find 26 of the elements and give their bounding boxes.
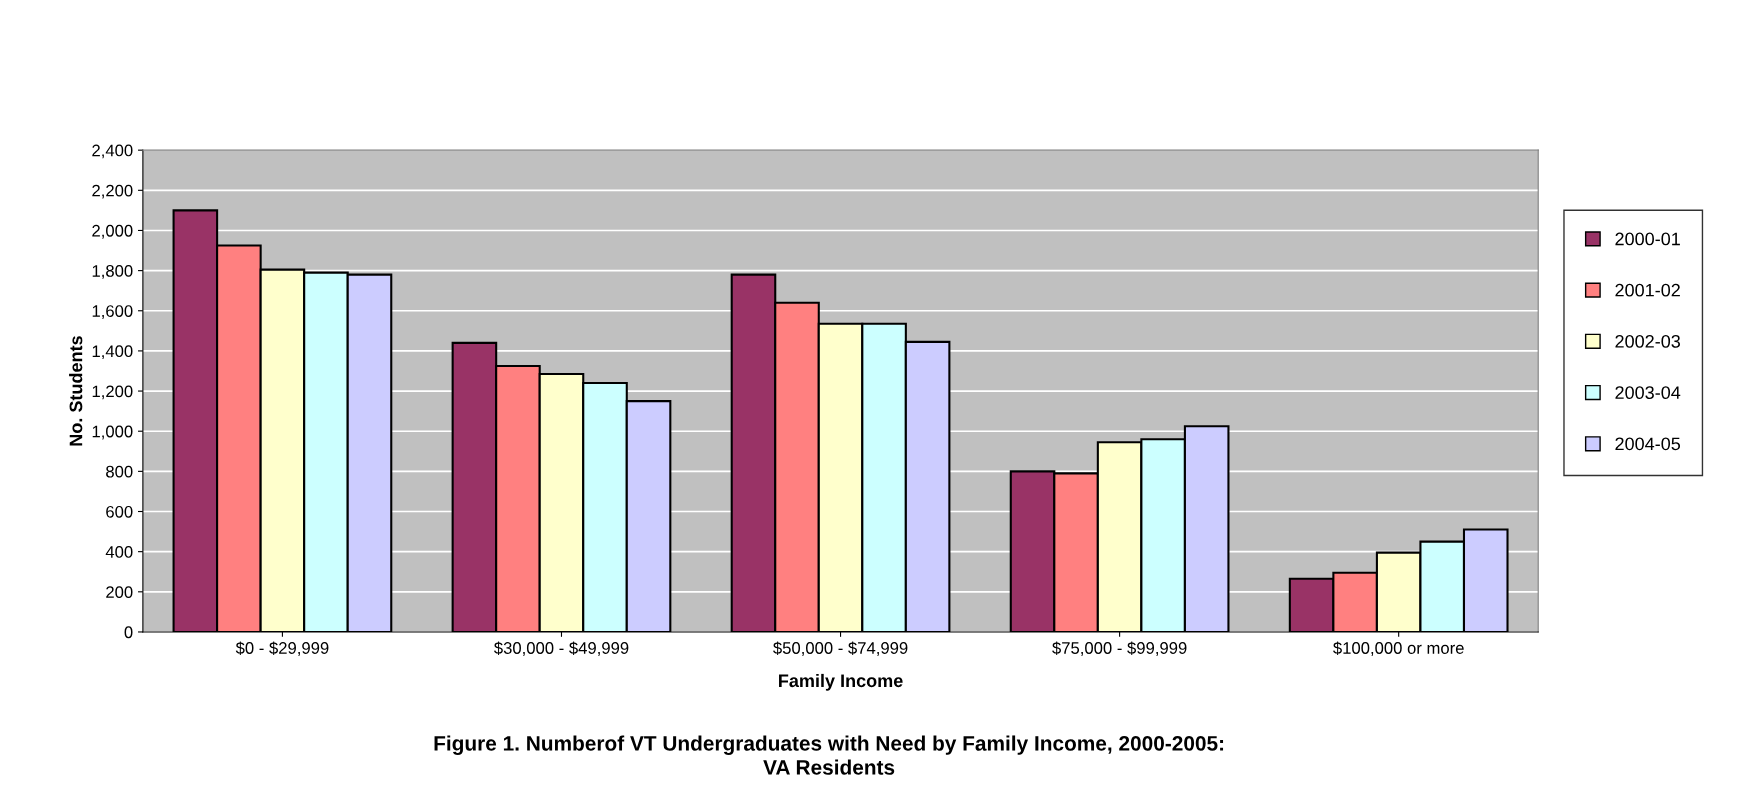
text: Figure 1. Numberof VT Undergraduates with Need by Family Income, 2000-2005: VA Residents: [434, 735, 1224, 775]
x-tick-label: $75,000 - $99,999: [1052, 641, 1187, 656]
x-axis-title: Family Income: [779, 673, 903, 691]
y-tick-label: 400: [105, 546, 133, 558]
y-tick-label: 600: [106, 505, 133, 518]
x-tick-label: $30,000 - $49,999: [494, 641, 629, 656]
y-tick-label: 1,000: [92, 425, 133, 440]
y-tick-label: 2,000: [92, 224, 133, 239]
y-tick-label: 2,400: [92, 144, 133, 159]
legend-label: 2004-05: [1615, 437, 1681, 451]
x-tick-label: $50,000 - $74,999: [773, 641, 908, 656]
y-tick-label: 1,400: [92, 345, 133, 360]
y-axis-title: No. Students: [69, 336, 83, 446]
y-tick-label: 0: [124, 626, 133, 639]
legend-label: 2003-04: [1615, 386, 1681, 400]
legend-label: 2000-01: [1615, 232, 1680, 246]
y-tick-label: 200: [106, 586, 133, 599]
y-tick-label: 2,200: [92, 184, 133, 199]
legend-label: 2001-02: [1615, 283, 1680, 297]
y-tick-label: 1,200: [92, 385, 133, 400]
y-tick-label: 1,800: [92, 265, 133, 279]
x-tick-label: $0 - $29,999: [235, 641, 329, 656]
y-tick-label: 800: [106, 465, 133, 478]
x-tick-label: $100,000 or more: [1333, 641, 1464, 656]
y-tick-label: 1,600: [92, 305, 133, 319]
legend-label: 2002-03: [1615, 334, 1680, 348]
